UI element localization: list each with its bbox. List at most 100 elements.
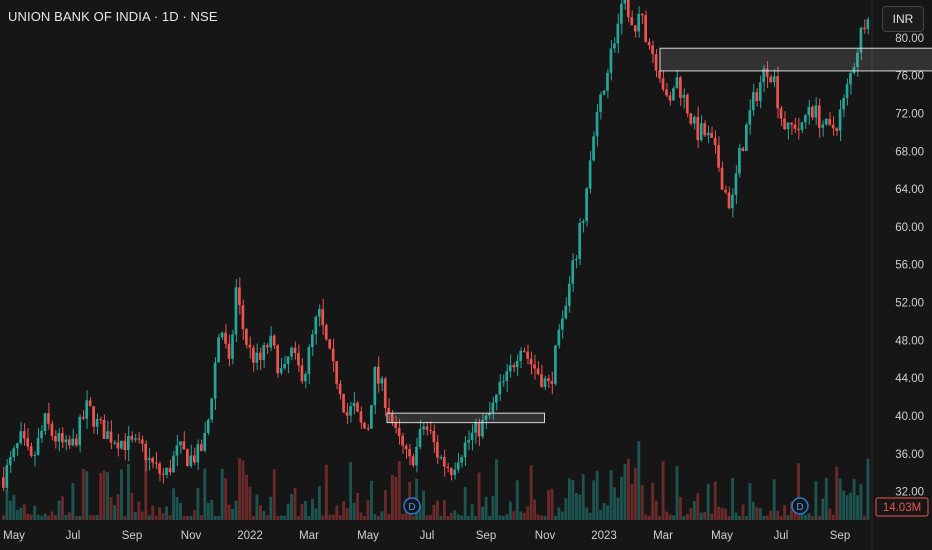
candle-body [74,438,78,446]
volume-bar [376,515,380,520]
volume-bar [602,502,606,520]
volume-bar [64,515,68,520]
volume-bar [488,515,491,520]
candle-body [335,361,338,384]
volume-bar [95,515,99,520]
volume-bar [564,498,568,520]
volume-bar [501,515,505,520]
candle-body [349,406,352,416]
volume-bar [54,515,57,520]
candle-body [43,413,47,432]
candle-body [703,123,707,136]
candle-body [790,122,793,125]
candle-body [276,345,279,374]
volume-bar [328,514,332,520]
candle-body [817,105,821,128]
volume-bar [418,505,422,520]
candle-body [432,430,436,443]
candle-body [376,366,380,384]
volume-bar [522,512,526,520]
candle-body [585,188,588,222]
candle-body [29,446,33,456]
volume-bar [109,497,113,520]
candle-body [748,110,752,125]
volume-bar [453,510,457,520]
volume-bar [508,501,512,520]
candle-body [640,13,644,16]
volume-bar [595,470,599,520]
candle-body [8,457,12,466]
candle-body [665,89,668,96]
candle-body [800,122,804,131]
candle-body [408,449,411,457]
volume-bar [661,461,665,520]
volume-bar [852,478,856,520]
volume-bar [116,494,120,520]
candle-body [606,72,609,91]
volume-bar [161,513,165,520]
volume-bar [835,466,839,520]
candle-body [154,462,158,464]
volume-bar [755,507,759,520]
candle-body [286,356,290,364]
volume-bar [234,500,238,520]
candle-body [769,76,772,83]
currency-button[interactable]: INR [882,6,924,32]
volume-bar [338,515,342,520]
volume-bar [33,505,37,520]
candle-body [57,433,61,442]
candle-body [411,456,415,466]
candle-body [231,334,234,359]
candle-body [477,421,481,437]
candle-body [460,457,463,463]
candle-body [370,405,373,429]
volume-bar [654,500,658,520]
volume-bar [383,490,387,520]
candle-body [99,419,102,421]
candle-body [821,124,825,128]
volume-bar [498,515,502,520]
candle-body [165,467,168,475]
candle-body [501,380,505,382]
candle-body [599,94,602,112]
volume-bar [540,515,544,520]
volume-bar [432,504,436,520]
y-tick-label: 48.00 [895,335,924,347]
volume-bar [533,499,537,520]
volume-bar [137,501,141,520]
volume-bar [748,483,752,520]
candle-body [658,70,661,79]
candle-body [620,3,623,24]
candle-body [168,467,172,473]
volume-bar [574,492,578,520]
volume-bar [776,510,780,520]
volume-bar [290,494,294,520]
volume-bar [258,505,262,520]
candle-body [137,438,141,440]
candle-body [845,84,849,99]
candle-body [245,329,248,345]
candle-body [338,383,342,395]
candle-body [481,419,484,437]
candle-body [713,137,717,146]
volume-bar [387,514,391,520]
volume-bar [838,478,842,520]
candle-body [797,128,800,131]
volume-bar [699,512,703,520]
volume-bar [147,515,151,520]
candle-body [436,442,439,458]
dividend-marker [791,497,809,515]
candle-body [92,406,95,427]
candle-body [213,362,217,399]
volume-bar [123,515,127,520]
volume-bar [519,511,523,520]
volume-bar [255,494,259,520]
candle-body [852,66,856,74]
candle-body [175,445,179,456]
volume-bar [859,484,863,520]
candle-body [297,352,300,366]
volume-bar [783,505,787,520]
candle-body [321,309,325,326]
volume-bar [251,515,255,520]
volume-bar [738,515,741,520]
